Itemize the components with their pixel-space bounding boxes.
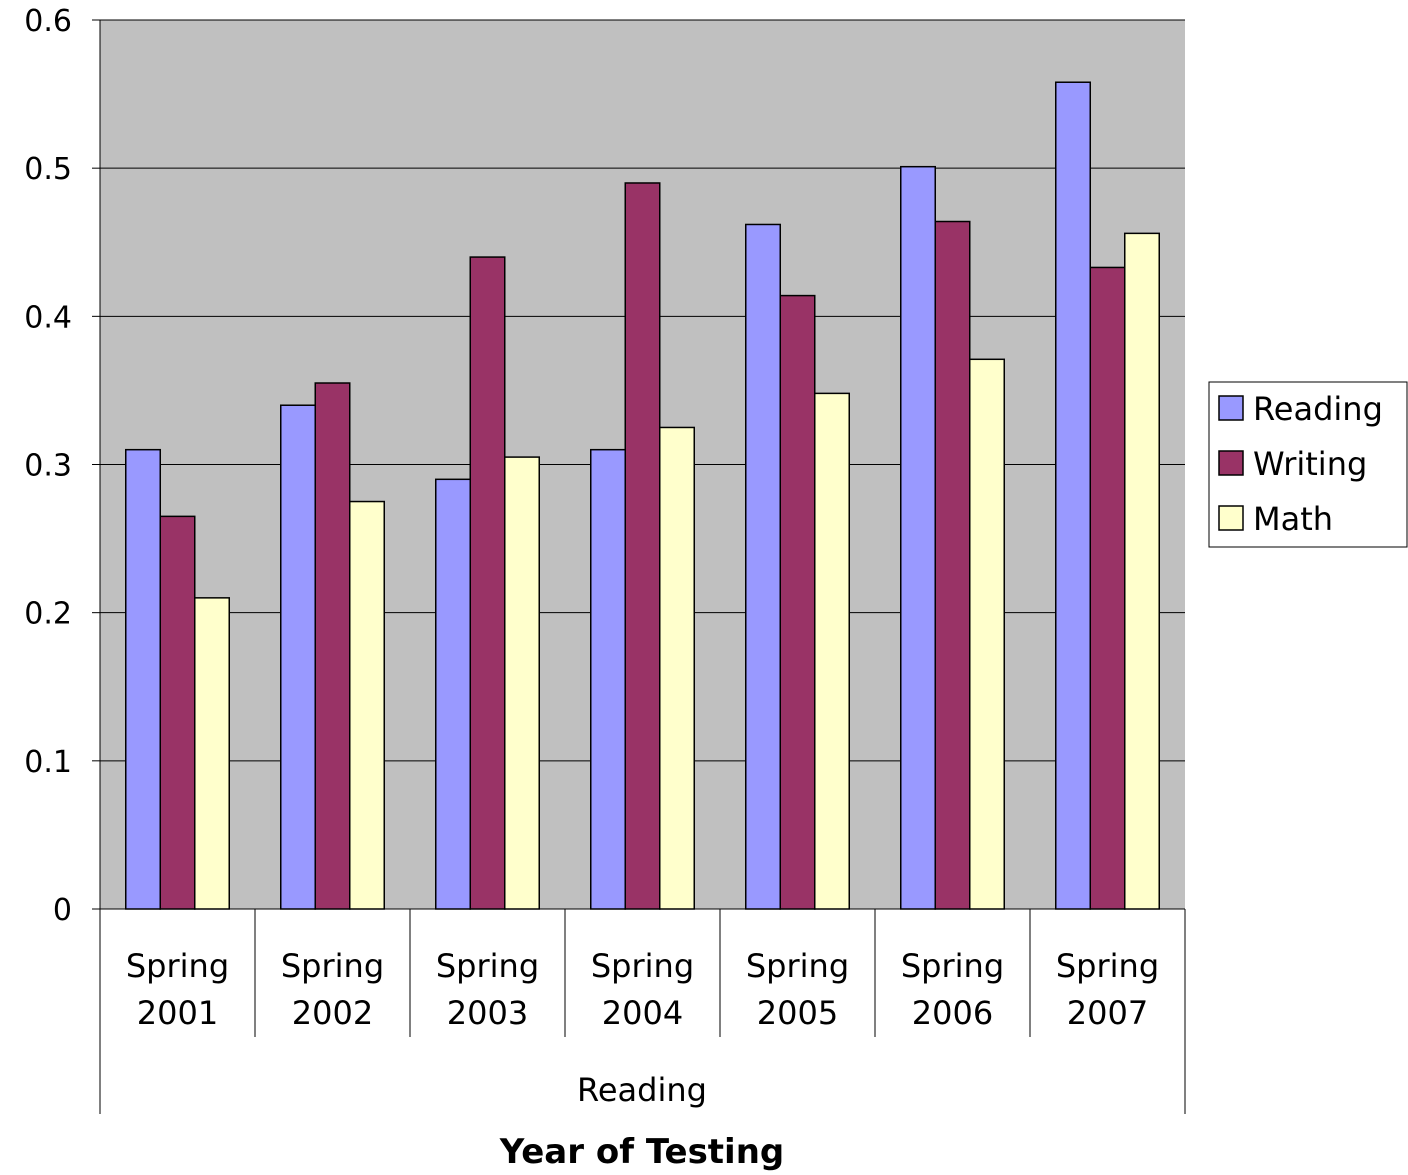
x-category-label: 2004	[602, 994, 683, 1032]
bar-reading	[1055, 81, 1091, 910]
bar-reading	[435, 478, 471, 910]
x-category-label: 2006	[912, 994, 993, 1032]
y-tick-label: 0.5	[24, 152, 72, 187]
x-category-label: 2001	[137, 994, 218, 1032]
bar-math	[969, 358, 1005, 910]
x-category-labels: Spring 2001 Spring 2002 Spring 2003 Spring 2004…	[126, 947, 1159, 1032]
bars	[125, 81, 1160, 910]
bar-reading	[900, 165, 936, 910]
bar-writing	[469, 256, 506, 910]
x-category-label: 2007	[1067, 994, 1148, 1032]
bar-writing	[314, 382, 351, 910]
bar-writing	[624, 182, 661, 910]
y-tick-label: 0.2	[24, 597, 72, 632]
bar-writing	[1089, 266, 1126, 910]
bar-math	[349, 500, 385, 910]
x-category-label: Spring	[1056, 947, 1159, 985]
x-category-label: Spring	[126, 947, 229, 985]
legend-label-writing: Writing	[1253, 445, 1367, 483]
bar-math	[194, 597, 230, 910]
bar-writing	[779, 294, 816, 910]
bar-writing	[934, 220, 971, 910]
y-tick-label: 0.4	[24, 300, 72, 335]
bar-reading	[590, 448, 626, 910]
axes	[92, 19, 1186, 1114]
bar-math	[1124, 232, 1160, 910]
x-category-label: 2003	[447, 994, 528, 1032]
bar-writing	[159, 515, 196, 910]
bar-math	[504, 456, 540, 910]
legend-label-reading: Reading	[1253, 390, 1383, 428]
bar-reading	[745, 223, 781, 910]
y-tick-label: 0.6	[24, 4, 72, 39]
x-group-label: Reading	[577, 1071, 707, 1109]
legend-label-math: Math	[1253, 500, 1333, 538]
x-category-label: Spring	[746, 947, 849, 985]
x-axis-title: Year of Testing	[499, 1132, 785, 1172]
bar-math	[814, 392, 850, 910]
y-tick-label: 0.3	[24, 449, 72, 484]
legend: Reading Writing Math	[1208, 381, 1408, 548]
bar-reading	[280, 404, 316, 910]
legend-swatch-writing	[1218, 450, 1244, 476]
y-tick-labels: 0 0.1 0.2 0.3 0.4 0.5 0.6	[24, 4, 72, 928]
x-category-label: 2002	[292, 994, 373, 1032]
y-tick-label: 0.1	[24, 745, 72, 780]
legend-swatch-math	[1218, 505, 1244, 531]
x-category-label: Spring	[901, 947, 1004, 985]
x-category-label: Spring	[436, 947, 539, 985]
y-tick-label: 0	[53, 893, 72, 928]
bar-reading	[125, 448, 161, 910]
legend-swatch-reading	[1218, 395, 1244, 421]
x-category-label: Spring	[281, 947, 384, 985]
bar-math	[659, 426, 695, 910]
x-category-label: Spring	[591, 947, 694, 985]
x-category-label: 2005	[757, 994, 838, 1032]
